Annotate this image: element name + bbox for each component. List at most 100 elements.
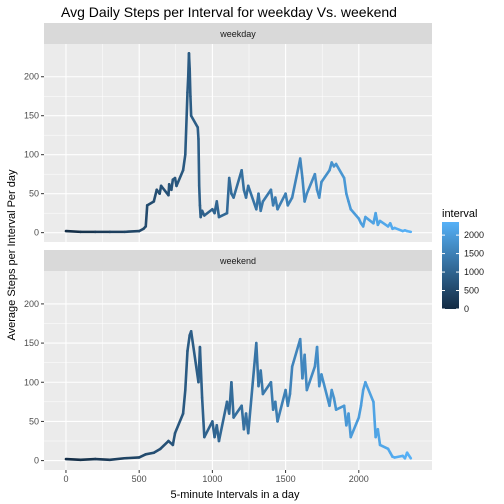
y-tick-label: 150 — [24, 338, 39, 348]
series-line-segment — [159, 439, 170, 451]
series-line-segment — [347, 412, 353, 439]
series-line-segment — [345, 192, 350, 203]
series-line-segment — [144, 451, 156, 456]
series-line-segment — [305, 365, 317, 392]
y-tick-label: 50 — [29, 416, 39, 426]
series-line-segment — [187, 52, 191, 71]
series-line-segment — [261, 188, 273, 203]
legend-title: interval — [442, 208, 477, 220]
series-line-segment — [171, 431, 177, 447]
series-line-segment — [186, 333, 191, 353]
series-line-segment — [259, 369, 265, 396]
series-line-segment — [405, 451, 413, 460]
series-line-segment — [197, 137, 201, 188]
series-line-segment — [198, 345, 204, 400]
series-line-segment — [181, 153, 187, 172]
series-line-segment — [301, 176, 306, 203]
series-line-segment — [189, 114, 200, 129]
series-line-segment — [232, 404, 243, 419]
series-line-segment — [183, 91, 189, 156]
y-tick-label: 150 — [24, 111, 39, 121]
series-line-segment — [175, 168, 185, 188]
series-line-segment — [276, 192, 287, 211]
series-line-segment — [196, 126, 200, 141]
series-line-segment — [144, 204, 149, 228]
series-line-segment — [152, 188, 159, 203]
series-line-segment — [203, 207, 214, 217]
series-line-segment — [378, 219, 390, 228]
series-line-segment — [332, 396, 338, 411]
series-line-segment — [189, 330, 200, 384]
y-tick-label: 0 — [34, 456, 39, 466]
series-line-segment — [123, 456, 141, 460]
series-line-segment — [342, 176, 348, 195]
series-line-segment — [227, 176, 233, 195]
series-line-segment — [217, 211, 229, 219]
strip-label: weekend — [219, 256, 256, 266]
strip-background — [44, 23, 432, 44]
series-line-segment — [288, 365, 294, 396]
series-line-segment — [123, 229, 141, 234]
series-line-segment — [347, 200, 353, 211]
series-line-segment — [108, 456, 126, 462]
y-tick-label: 200 — [24, 299, 39, 309]
series-line-segment — [378, 443, 390, 451]
y-tick-label: 50 — [29, 189, 39, 199]
series-line-segment — [320, 373, 331, 408]
x-axis-title: 5-minute Intervals in a day — [170, 489, 300, 501]
y-tick-label: 100 — [24, 377, 39, 387]
series-line-segment — [246, 341, 258, 435]
y-axis-title: Average Steps per Interval Per day — [6, 169, 18, 341]
series-line-segment — [303, 353, 309, 392]
series-line-segment — [357, 404, 363, 419]
panel-background — [44, 271, 432, 470]
series-line-segment — [334, 162, 346, 180]
x-tick-label: 0 — [63, 474, 68, 484]
series-line-segment — [317, 180, 323, 199]
series-line-segment — [186, 75, 190, 94]
series-line-segment — [183, 349, 189, 392]
series-line-segment — [290, 337, 302, 368]
series-line-segment — [217, 400, 229, 443]
legend-colorbar — [442, 222, 459, 309]
series-line-segment — [313, 172, 319, 192]
series-line-segment — [405, 229, 413, 234]
panel-weekday: weekday 0 50 100 150 200 — [24, 23, 432, 242]
legend-tick-label: 1500 — [464, 249, 484, 259]
series-line-segment — [361, 215, 367, 228]
series-line-segment — [79, 457, 97, 462]
panel-background — [44, 44, 432, 242]
legend-tick-label: 2000 — [464, 230, 484, 240]
series-line-segment — [349, 416, 361, 439]
series-line-segment — [349, 207, 361, 220]
series-line-segment — [64, 229, 82, 234]
y-tick-label: 100 — [24, 150, 39, 160]
series-line-segment — [170, 178, 175, 192]
series-line-segment — [393, 454, 405, 459]
series-line-segment — [320, 168, 331, 184]
series-line-segment — [230, 380, 235, 419]
y-tick-label: 0 — [34, 228, 39, 238]
x-tick-label: 1500 — [276, 474, 296, 484]
legend-tick-label: 500 — [464, 286, 479, 296]
series-line-segment — [269, 380, 275, 411]
series-line-segment — [305, 172, 317, 195]
strip-background — [44, 250, 432, 271]
series-line-segment — [330, 388, 336, 400]
series-line-segment — [181, 388, 187, 415]
series-line-segment — [203, 420, 214, 439]
series-line-segment — [255, 341, 260, 388]
legend-tick-label: 0 — [464, 304, 469, 314]
x-tick-label: 2000 — [349, 474, 369, 484]
series-line-segment — [364, 215, 375, 225]
series-line-segment — [359, 388, 365, 408]
series-line-segment — [64, 457, 82, 462]
legend: interval 0 500 1000 1500 2000 — [442, 208, 484, 314]
series-line-segment — [261, 380, 273, 396]
y-tick-label: 200 — [24, 72, 39, 82]
series-line-segment — [303, 192, 309, 203]
legend-tick-label: 1000 — [464, 267, 484, 277]
strip-label: weekday — [219, 29, 256, 39]
series-line-segment — [159, 184, 170, 197]
